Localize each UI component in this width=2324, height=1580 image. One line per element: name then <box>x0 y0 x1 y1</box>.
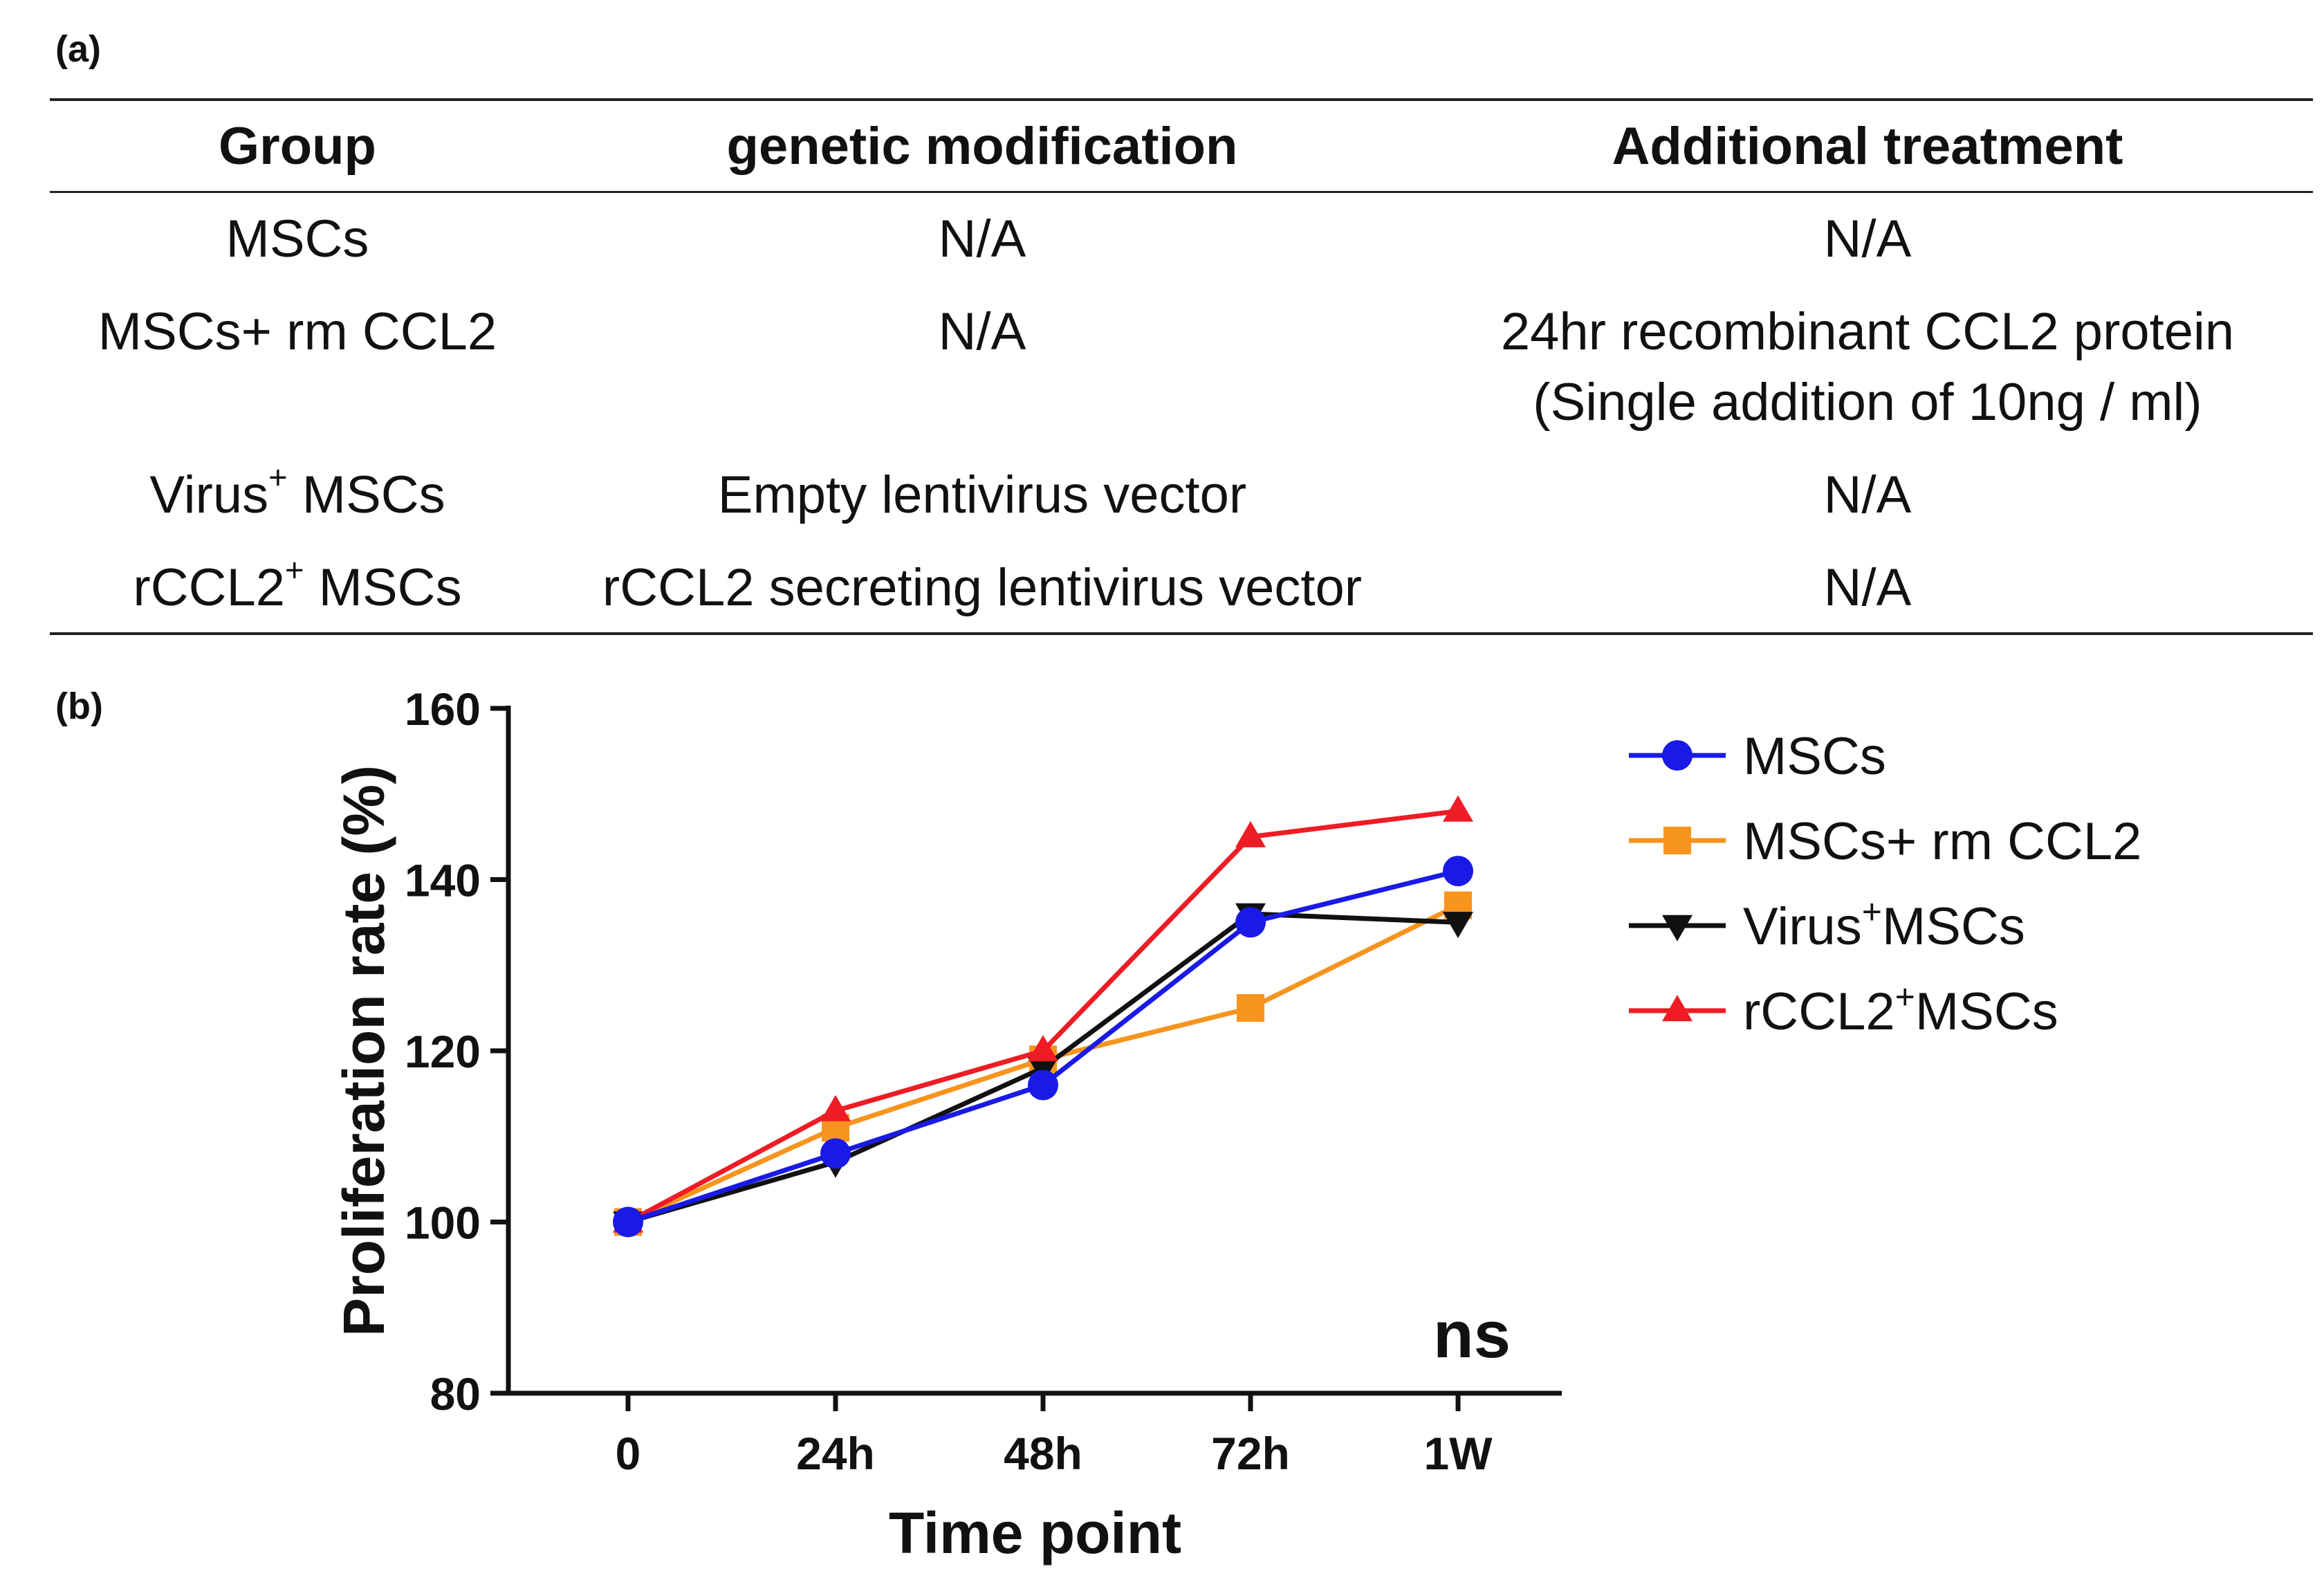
table-bottom-rule <box>50 632 2313 635</box>
data-point-mscs-rm-ccl2 <box>1237 994 1264 1022</box>
table-row-1-treatment: N/A <box>1823 210 1912 268</box>
data-point-mscs <box>613 1206 643 1238</box>
y-tick-label: 80 <box>430 1368 481 1420</box>
legend-label-main: MSCs+ rm CCL2 <box>1743 812 2141 871</box>
y-tick-label: 160 <box>405 683 481 735</box>
legend-label-virus-mscs: Virus+MSCs <box>1743 892 2025 956</box>
table-row-2-treatment-line-2: (Single addition of 10ng / ml) <box>1533 373 2202 432</box>
panel-b-label: (b) <box>55 686 103 727</box>
legend-label-main: rCCL2 <box>1743 982 1895 1041</box>
table-row-4-group-sup: + <box>285 551 304 588</box>
data-point-virus-mscs <box>1443 912 1473 939</box>
table-row-3-treatment: N/A <box>1823 466 1912 524</box>
data-point-mscs <box>1443 856 1473 887</box>
table-row-1-modification: N/A <box>938 210 1026 268</box>
x-axis-title: Time point <box>889 1500 1181 1565</box>
table-row-2-modification: N/A <box>938 302 1026 361</box>
legend-label-rccl2-mscs: rCCL2+MSCs <box>1743 977 2058 1041</box>
y-axis-title: Proliferation rate (%) <box>331 765 396 1336</box>
x-tick-label: 0 <box>616 1428 641 1479</box>
y-tick-label: 120 <box>405 1026 481 1077</box>
legend-marker-mscs-rm-ccl2 <box>1663 827 1691 854</box>
y-tick-label: 100 <box>405 1197 481 1249</box>
table-top-rule <box>50 98 2313 101</box>
table-row-2-treatment-line-1: 24hr recombinant CCL2 protein <box>1500 302 2235 361</box>
table-row-3-group-suffix: MSCs <box>287 466 445 524</box>
data-point-rccl2-mscs <box>1028 1035 1058 1062</box>
table-row-3-group-sup: + <box>268 458 288 495</box>
y-tick-label: 140 <box>405 855 481 906</box>
table-row-4-group-name: rCCL2 <box>133 558 286 617</box>
data-point-rccl2-mscs <box>820 1094 851 1121</box>
legend-label-mscs-rm-ccl2: MSCs+ rm CCL2 <box>1743 812 2141 871</box>
table-row-3-modification: Empty lentivirus vector <box>717 466 1247 524</box>
data-point-rccl2-mscs <box>1443 795 1473 822</box>
table-row-4-modification: rCCL2 secreting lentivirus vector <box>602 558 1363 617</box>
legend-label-superscript: + <box>1862 892 1882 931</box>
data-point-mscs <box>1235 907 1266 938</box>
legend-label-main: MSCs <box>1743 727 1886 786</box>
significance-annotation: ns <box>1433 1298 1511 1372</box>
table-row-3-group: Virus+ MSCs <box>28 458 567 536</box>
x-tick-label: 48h <box>1004 1428 1082 1479</box>
header-additional-treatment: Additional treatment <box>1612 117 2123 176</box>
legend-marker-mscs <box>1662 740 1693 771</box>
header-genetic-modification: genetic modification <box>726 117 1238 176</box>
header-group: Group <box>219 117 376 176</box>
series-line-rccl2-mscs <box>627 809 1459 1224</box>
x-tick-label: 24h <box>796 1428 875 1479</box>
data-point-mscs <box>820 1138 851 1169</box>
legend-label-main: Virus <box>1743 897 1862 956</box>
legend-label-suffix: MSCs <box>1882 897 2025 956</box>
chart-series-layer <box>613 795 1473 1238</box>
x-tick-label: 1W <box>1424 1428 1493 1479</box>
legend-label-mscs: MSCs <box>1743 727 1886 786</box>
legend-label-superscript: + <box>1895 977 1915 1016</box>
x-tick-label: 72h <box>1211 1428 1290 1479</box>
table-row-1-group: MSCs <box>225 210 369 268</box>
panel-a-label: (a) <box>55 28 101 70</box>
data-point-rccl2-mscs <box>1235 820 1266 847</box>
table-row-4-group: rCCL2+ MSCs <box>28 551 567 629</box>
table-row-2-group: MSCs+ rm CCL2 <box>98 302 497 361</box>
table-row-3-group-name: Virus <box>149 466 269 524</box>
table-row-4-treatment: N/A <box>1823 558 1912 617</box>
legend-marker-virus-mscs <box>1662 915 1693 941</box>
legend-marker-rccl2-mscs <box>1662 995 1693 1022</box>
table-row-4-group-suffix: MSCs <box>304 558 462 617</box>
chart-axes: 80 100 120 140 160 0 24h 48h 72h 1W Time point Prol… <box>331 683 1562 1565</box>
table-header-rule <box>50 191 2313 193</box>
data-point-mscs <box>1028 1069 1058 1101</box>
legend-label-suffix: MSCs <box>1915 982 2058 1041</box>
